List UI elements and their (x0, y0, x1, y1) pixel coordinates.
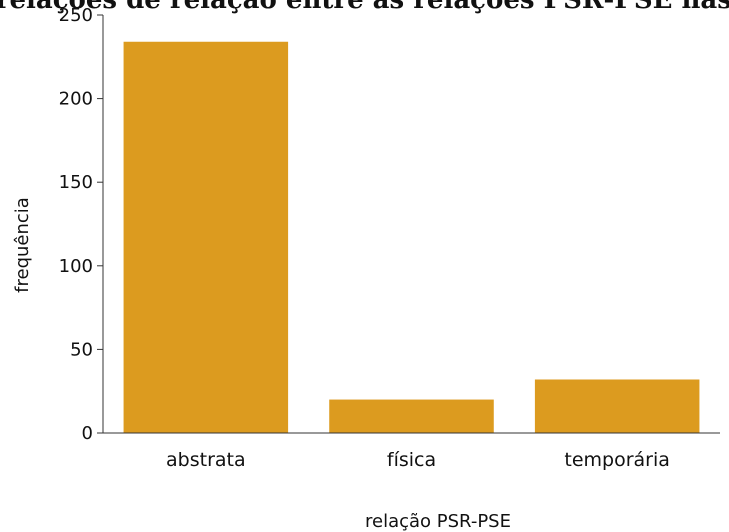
y-tick-label: 200 (59, 89, 93, 110)
bars-group (123, 41, 700, 433)
y-tick-label: 250 (59, 5, 93, 26)
y-axis-ticks: 0 50 100 150 200 250 (59, 5, 103, 444)
bar-abstrata (123, 41, 289, 433)
x-tick-label-física: física (387, 449, 436, 471)
x-tick-label-temporária: temporária (564, 449, 670, 471)
y-tick-label: 0 (82, 423, 93, 444)
y-tick-label: 150 (59, 172, 93, 193)
x-axis-title: relação PSR-PSE (365, 511, 511, 532)
y-tick-label: 50 (70, 339, 93, 360)
bar-temporária (534, 379, 700, 433)
bar-física (329, 399, 494, 433)
y-tick-label: 100 (59, 256, 93, 277)
chart-title: …gem das relações de relação entre as re… (0, 0, 729, 15)
x-axis-category-labels: abstrata física temporária (166, 449, 670, 471)
x-tick-label-abstrata: abstrata (166, 449, 246, 471)
y-axis-title: frequência (12, 197, 33, 293)
